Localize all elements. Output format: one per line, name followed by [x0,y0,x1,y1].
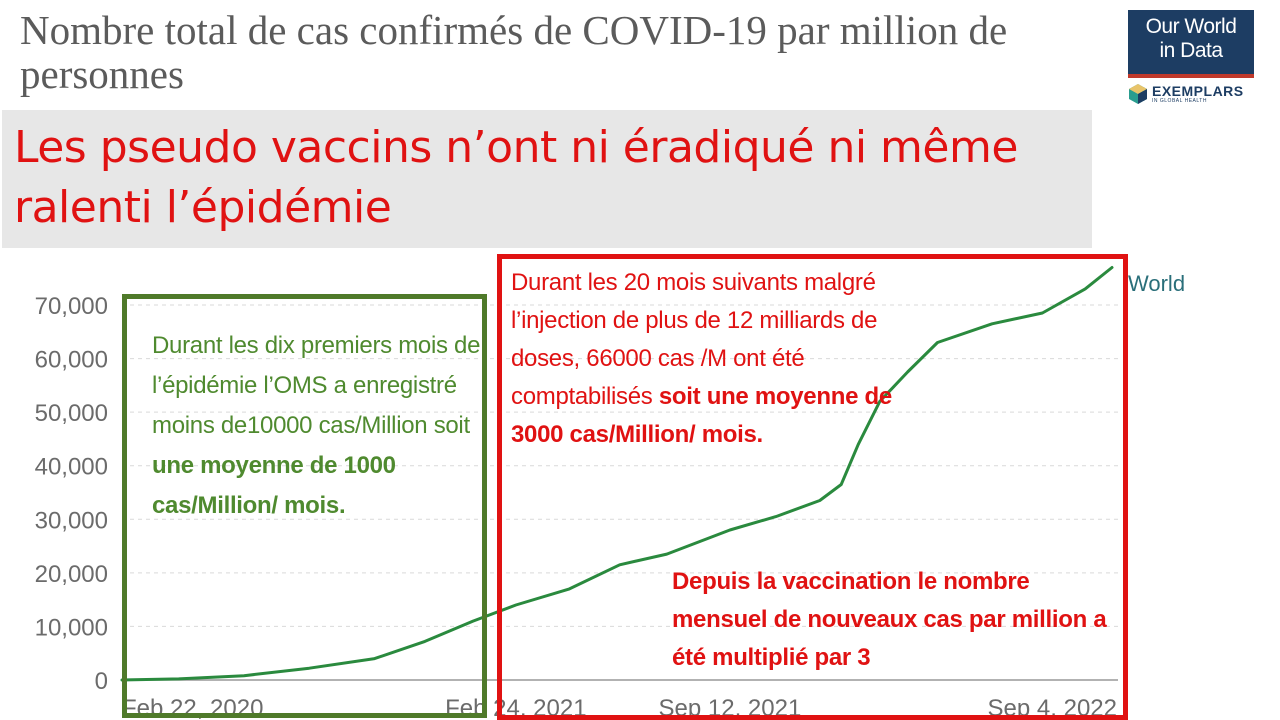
green-annotation-bold: une moyenne de 1000 cas/Million/ mois. [152,452,396,519]
y-tick-label: 0 [95,668,108,695]
owid-logo: Our World in Data [1128,10,1254,78]
chart-title: Nombre total de cas confirmés de COVID-1… [20,7,1008,97]
y-tick-label: 50,000 [35,400,108,427]
series-label-world: World [1128,271,1185,296]
y-tick-label: 20,000 [35,561,108,588]
red-bottom-annotation: Depuis la vaccination le nombre mensuel … [672,568,1107,671]
red-highlight-box [497,254,1128,720]
y-tick-label: 40,000 [35,454,108,481]
y-tick-label: 70,000 [35,293,108,320]
green-annotation: Durant les dix premiers mois de l’épidém… [152,326,482,526]
exemplars-logo: EXEMPLARS IN GLOBAL HEALTH [1128,83,1258,107]
y-tick-label: 30,000 [35,507,108,534]
red-annotation: Durant les 20 mois suivants malgré l’inj… [511,264,911,454]
headline-banner: Les pseudo vaccins n’ont ni éradiqué ni … [2,110,1092,248]
red-annotation-text: Durant les 20 mois suivants malgré l’inj… [511,269,878,410]
green-annotation-text: Durant les dix premiers mois de l’épidém… [152,332,481,439]
green-highlight-box [122,294,487,718]
headline: Les pseudo vaccins n’ont ni éradiqué ni … [14,122,1018,233]
logo-line-2: in Data [1159,39,1223,62]
exemplars-sublabel: IN GLOBAL HEALTH [1152,98,1207,104]
logo-line-1: Our World [1145,15,1237,38]
y-tick-label: 60,000 [35,347,108,374]
y-tick-label: 10,000 [35,614,108,641]
cube-icon [1129,84,1147,104]
red-annotation-bold: soit une moyenne de 3000 cas/Million/ mo… [511,383,892,448]
exemplars-label: EXEMPLARS [1152,83,1244,99]
